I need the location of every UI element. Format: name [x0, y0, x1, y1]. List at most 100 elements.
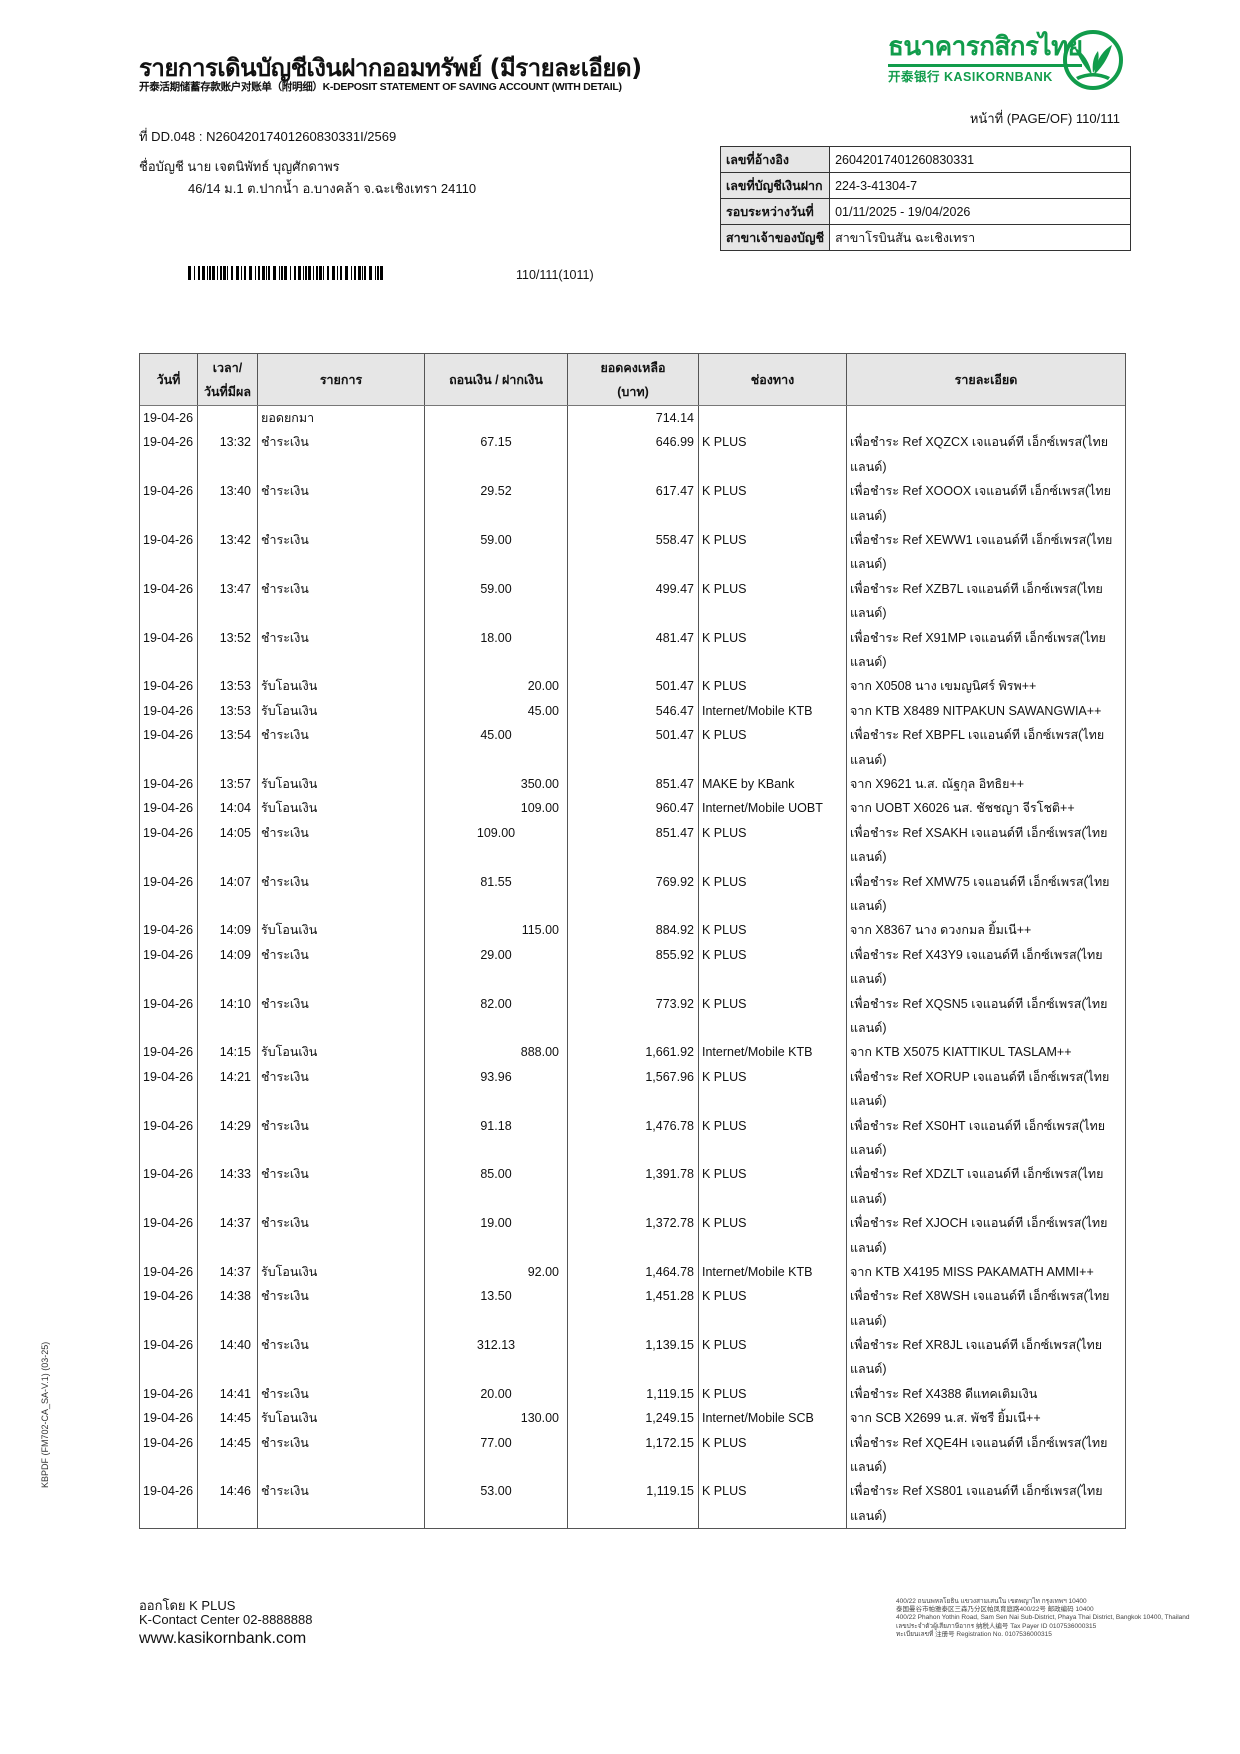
row-type: รับโอนเงิน	[258, 1259, 425, 1285]
row-balance: 558.47	[568, 527, 699, 577]
detail-line: จาก X0508 นาง เขมญนิศร์ พิรพ++	[850, 679, 1037, 694]
barcode-bar	[375, 266, 376, 280]
row-type: ชำระเงิน	[258, 1284, 425, 1334]
detail-line: จาก X8367 นาง ดวงกมล ยิ้มเนี++	[850, 923, 1032, 938]
row-type: รับโอนเงิน	[258, 698, 425, 724]
row-type: ชำระเงิน	[258, 991, 425, 1041]
row-channel	[699, 406, 847, 431]
detail-line: เพื่อชำระ Ref XZB7L เจแอนด์ที เอ็กซ์เพรส…	[850, 581, 1103, 596]
table-row: 19-04-26 13:53 รับโอนเงิน 20.00 501.47 K PLUS…	[140, 674, 1125, 699]
row-deposit: 130.00	[425, 1406, 568, 1431]
barcode-bar	[268, 266, 270, 280]
row-withdrawal: 45.00	[425, 723, 568, 772]
detail-line: เพื่อชำระ Ref XR8JL เจแอนด์ที เอ็กซ์เพรส…	[850, 1338, 1103, 1353]
barcode-bar	[236, 266, 239, 280]
bank-logo-english: 开泰银行 KASIKORNBANK	[888, 70, 1053, 84]
row-time: 13:47	[198, 576, 258, 626]
detail-line: แลนด์)	[850, 1094, 887, 1109]
table-body: 19-04-26 ยอดยกมา 714.14 19-04-26 13:32 ชำระเง…	[140, 406, 1125, 1529]
detail-line: เพื่อชำระ Ref XS801 เจแอนด์ที เอ็กซ์เพรส…	[850, 1484, 1103, 1499]
website-link[interactable]: www.kasikornbank.com	[139, 1630, 307, 1647]
row-date: 19-04-26	[140, 1162, 198, 1212]
row-withdrawal: 13.50	[425, 1284, 568, 1334]
row-balance: 1,249.15	[568, 1406, 699, 1431]
detail-line: เพื่อชำระ Ref XOOOX เจแอนด์ที เอ็กซ์เพรส…	[850, 484, 1111, 499]
address-line: 400/22 Phahon Yothin Road, Sam Sen Nai S…	[896, 1614, 1190, 1622]
row-time: 13:40	[198, 479, 258, 528]
barcode-bar	[337, 266, 338, 280]
contact-center: K-Contact Center 02-8888888	[139, 1612, 313, 1627]
detail-line: เพื่อชำระ Ref XORUP เจแอนด์ที เอ็กซ์เพรส…	[850, 1069, 1110, 1084]
account-address: 46/14 ม.1 ต.ปากน้ำ อ.บางคล้า จ.ฉะเชิงเทร…	[188, 181, 477, 196]
detail-line: จาก KTB X8489 NITPAKUN SAWANGWIA++	[850, 703, 1102, 718]
detail-line: แลนด์)	[850, 508, 887, 523]
row-balance: 960.47	[568, 796, 699, 821]
issued-by: ออกโดย K PLUS	[139, 1598, 236, 1613]
barcode-bar	[202, 266, 205, 280]
table-row: 19-04-26 14:41 ชำระเงิน 20.00 1,119.15 K PLUS…	[140, 1381, 1125, 1407]
detail-line: จาก UOBT X6026 นส. ชัชชญา จีรโชติ++	[850, 801, 1075, 816]
row-balance: 884.92	[568, 918, 699, 943]
barcode-number: 110/111(1011)	[516, 268, 594, 282]
barcode-bar	[340, 266, 342, 280]
row-type: ชำระเงิน	[258, 869, 425, 919]
row-date: 19-04-26	[140, 796, 198, 821]
row-balance: 481.47	[568, 625, 699, 675]
row-time: 14:37	[198, 1211, 258, 1260]
barcode-bar	[377, 266, 379, 280]
barcode-bar	[298, 266, 301, 280]
table-row: 19-04-26 14:45 ชำระเงิน 77.00 1,172.15 K PLUS…	[140, 1430, 1125, 1480]
row-time: 14:46	[198, 1479, 258, 1529]
account-info-table: เลขที่อ้างอิง 26042017401260830331 เลขที่บ…	[719, 146, 1132, 251]
row-withdrawal: 59.00	[425, 527, 568, 577]
table-row: 19-04-26 13:42 ชำระเงิน 59.00 558.47 K PLUS เพ…	[140, 527, 1125, 577]
table-row: 19-04-26 14:07 ชำระเงิน 81.55 769.92 K PLUS เพ…	[140, 869, 1125, 919]
row-balance: 1,464.78	[568, 1259, 699, 1285]
row-type: ชำระเงิน	[258, 430, 425, 480]
barcode-bar	[364, 266, 366, 280]
row-channel: K PLUS	[699, 723, 847, 772]
row-date: 19-04-26	[140, 698, 198, 724]
form-code: KBPDF (FM702-CA_SA-V.1) (03-25)	[40, 1341, 50, 1488]
info-row: รอบระหว่างวันที่ 01/11/2025 - 19/04/2026	[719, 198, 1132, 225]
barcode-bar	[327, 266, 329, 280]
address-line: 泰国曼谷市帕雅泰区三森乃分区帕凤育庭路400/22号 邮政编码 10400	[896, 1606, 1094, 1614]
row-detail: เพื่อชำระ Ref XOOOX เจแอนด์ที เอ็กซ์เพรส…	[847, 479, 1125, 528]
table-row: 19-04-26 14:37 รับโอนเงิน 92.00 1,464.78 Inte…	[140, 1259, 1125, 1285]
row-date: 19-04-26	[140, 991, 198, 1041]
row-balance: 1,139.15	[568, 1333, 699, 1382]
row-channel: K PLUS	[699, 869, 847, 919]
row-balance: 646.99	[568, 430, 699, 480]
row-balance: 769.92	[568, 869, 699, 919]
row-channel: K PLUS	[699, 1064, 847, 1114]
detail-line: เพื่อชำระ Ref X91MP เจแอนด์ที เอ็กซ์เพรส…	[850, 630, 1106, 645]
row-date: 19-04-26	[140, 1284, 198, 1334]
row-type: ชำระเงิน	[258, 942, 425, 992]
detail-line: เพื่อชำระ Ref X4388 ดีแทคเติมเงิน	[850, 1386, 1038, 1401]
row-time	[198, 406, 258, 431]
row-detail: เพื่อชำระ Ref XBPFL เจแอนด์ที เอ็กซ์เพรส…	[847, 723, 1125, 772]
barcode-bar	[308, 266, 311, 280]
column-header: รายการ	[258, 354, 425, 405]
row-channel: K PLUS	[699, 576, 847, 626]
barcode-bar	[284, 266, 287, 280]
info-row: เลขที่บัญชีเงินฝาก 224-3-41304-7	[719, 172, 1132, 199]
row-time: 13:52	[198, 625, 258, 675]
barcode-bar	[369, 266, 372, 280]
document-number: ที่ DD.048 : N26042017401260830331I/2569	[139, 129, 397, 144]
row-time: 14:05	[198, 820, 258, 870]
row-time: 14:33	[198, 1162, 258, 1212]
row-date: 19-04-26	[140, 1333, 198, 1382]
row-type: ชำระเงิน	[258, 820, 425, 870]
address-line: 400/22 ถนนพหลโยธิน แขวงสามเสนใน เขตพญาไท…	[896, 1598, 1087, 1605]
row-channel: Internet/Mobile KTB	[699, 1040, 847, 1065]
table-row: 19-04-26 14:05 ชำระเงิน 109.00 851.47 K PLUS เ…	[140, 820, 1125, 870]
row-type: ชำระเงิน	[258, 1381, 425, 1407]
detail-line: แลนด์)	[850, 898, 887, 913]
row-detail: จาก X0508 นาง เขมญนิศร์ พิรพ++	[847, 674, 1125, 698]
address-line: ทะเบียนเลขที่ 注册号 Registration No. 01075…	[896, 1630, 1052, 1638]
detail-line: เพื่อชำระ Ref XDZLT เจแอนด์ที เอ็กซ์เพรส…	[850, 1167, 1104, 1182]
table-row: 19-04-26 14:46 ชำระเงิน 53.00 1,119.15 K PLUS…	[140, 1479, 1125, 1529]
barcode-bar	[262, 266, 265, 280]
row-withdrawal: 18.00	[425, 625, 568, 675]
